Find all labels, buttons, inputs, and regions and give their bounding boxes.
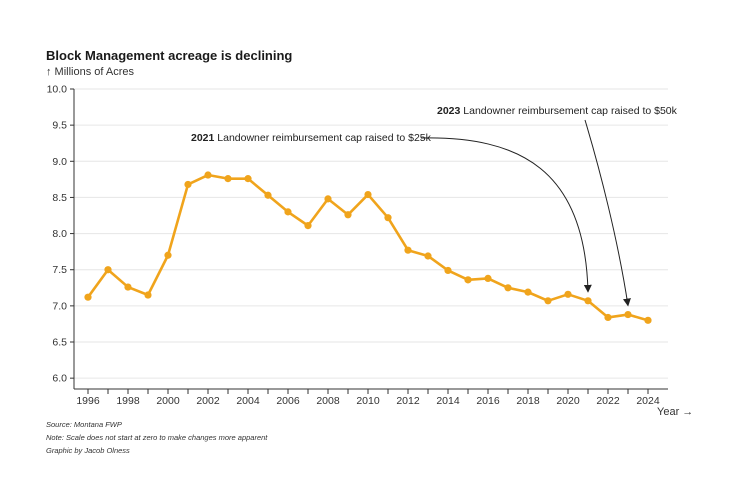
y-tick-label: 9.0 [52, 156, 67, 168]
credit-note: Graphic by Jacob Olness [46, 446, 130, 455]
data-point [224, 175, 232, 183]
x-tick-label: 2016 [476, 395, 500, 407]
data-point [344, 211, 352, 219]
x-axis-label: Year → [657, 406, 694, 418]
data-point [624, 310, 632, 319]
annotation-2021: 2021 Landowner reimbursement cap raised … [191, 132, 432, 144]
y-tick-label: 8.5 [52, 192, 67, 204]
annotation-arrow-2021 [420, 137, 592, 293]
data-point [464, 276, 472, 284]
x-tick-label: 1998 [116, 395, 140, 407]
data-point [604, 313, 612, 322]
y-tick-label: 9.5 [52, 120, 67, 132]
x-tick-label: 2014 [436, 395, 460, 407]
y-tick-label: 10.0 [47, 84, 68, 96]
data-point [564, 290, 572, 298]
data-point [364, 190, 372, 199]
x-tick-label: 2008 [316, 395, 340, 407]
data-point [184, 180, 192, 189]
data-point [524, 288, 532, 296]
data-point [84, 293, 92, 301]
y-tick-label: 8.0 [52, 228, 67, 240]
gridlines [74, 88, 668, 379]
chart-title: Block Management acreage is declining [46, 48, 293, 63]
x-tick-label: 2020 [556, 395, 580, 407]
data-point [144, 291, 152, 299]
data-point [424, 252, 432, 260]
data-point [164, 251, 172, 259]
y-axis-label: ↑ Millions of Acres [46, 66, 135, 78]
source-note: Source: Montana FWP [46, 420, 122, 429]
x-tick-label: 2022 [596, 395, 620, 407]
data-point [584, 297, 592, 305]
data-point [244, 175, 252, 183]
annotation-2023: 2023 Landowner reimbursement cap raised … [437, 105, 678, 117]
annotations: 2021 Landowner reimbursement cap raised … [191, 105, 678, 307]
data-point [384, 214, 392, 222]
x-tick-label: 2004 [236, 395, 260, 407]
data-point [504, 284, 512, 292]
y-tick-label: 6.0 [52, 373, 67, 385]
data-point [124, 283, 132, 291]
x-tick-label: 2010 [356, 395, 380, 407]
axes: 6.0 6.5 7.0 7.5 8.0 8.5 9.0 9.5 10.0 1996 1998 2000… [47, 84, 668, 407]
data-point [404, 246, 412, 254]
scale-note: Note: Scale does not start at zero to ma… [46, 433, 268, 442]
data-point [264, 191, 272, 199]
annotation-arrow-2023 [584, 119, 631, 307]
data-point [104, 266, 112, 274]
x-tick-label: 2002 [196, 395, 220, 407]
data-points [84, 171, 652, 324]
x-tick-label: 2012 [396, 395, 420, 407]
data-point [284, 208, 292, 216]
x-tick-label: 2006 [276, 395, 300, 407]
data-point [204, 171, 212, 179]
data-point [544, 297, 552, 305]
x-tick-label: 2018 [516, 395, 540, 407]
data-point [644, 316, 652, 324]
y-tick-label: 7.5 [52, 264, 67, 276]
data-point [484, 274, 492, 282]
y-tick-label: 6.5 [52, 337, 67, 349]
y-tick-label: 7.0 [52, 300, 67, 312]
x-tick-label: 2000 [156, 395, 180, 407]
x-tick-label: 2024 [636, 395, 660, 407]
data-point [324, 195, 332, 203]
data-point [304, 222, 312, 230]
x-tick-label: 1996 [76, 395, 100, 407]
data-point [444, 266, 452, 275]
